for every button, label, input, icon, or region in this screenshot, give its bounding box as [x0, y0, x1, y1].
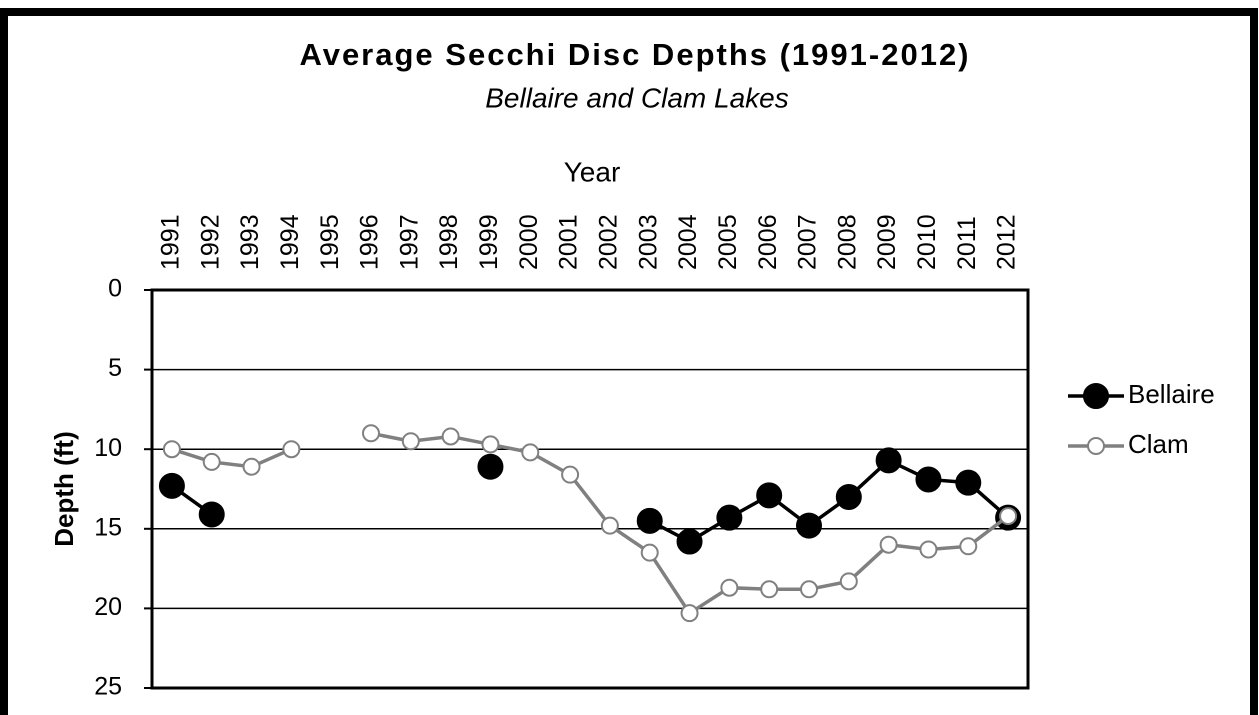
- x-tick-label: 2012: [993, 214, 1021, 270]
- data-point: [481, 435, 500, 454]
- x-tick-label: 2004: [674, 214, 702, 270]
- data-point: [875, 447, 902, 474]
- y-tick-label: 0: [108, 275, 122, 303]
- y-tick-label: 5: [108, 354, 122, 382]
- chart-title: Average Secchi Disc Depths (1991-2012): [299, 37, 970, 72]
- data-point: [561, 465, 580, 484]
- x-tick-label: 2011: [953, 216, 981, 270]
- x-tick-label: 1997: [395, 214, 423, 270]
- data-point: [242, 457, 261, 476]
- x-tick-label: 2002: [595, 214, 623, 270]
- y-tick-label: 15: [94, 513, 122, 541]
- x-tick-label: 2005: [714, 214, 742, 270]
- data-point: [720, 578, 739, 597]
- data-point: [999, 507, 1018, 526]
- data-point: [477, 453, 504, 480]
- x-tick-label: 1995: [316, 214, 344, 270]
- x-tick-label: 2007: [794, 214, 822, 270]
- x-axis-title: Year: [564, 156, 621, 187]
- data-point: [158, 472, 185, 499]
- y-axis-title: Depth (ft): [49, 431, 79, 547]
- frame: [0, 8, 1258, 715]
- legend-label: Bellaire: [1128, 379, 1215, 409]
- x-tick-label: 2000: [515, 214, 543, 270]
- data-point: [716, 504, 743, 531]
- data-point: [835, 483, 862, 510]
- data-point: [640, 543, 659, 562]
- x-tick-label: 1994: [276, 214, 304, 270]
- x-tick-label: 1992: [196, 214, 224, 270]
- data-point: [600, 516, 619, 535]
- data-point: [959, 537, 978, 556]
- data-point: [680, 604, 699, 623]
- data-point: [198, 501, 225, 528]
- x-tick-label: 2001: [555, 214, 583, 270]
- data-point: [202, 452, 221, 471]
- data-point: [760, 580, 779, 599]
- data-point: [282, 440, 301, 459]
- data-point: [955, 469, 982, 496]
- x-tick-label: 1991: [157, 214, 185, 270]
- chart-subtitle: Bellaire and Clam Lakes: [485, 82, 789, 113]
- x-tick-label: 1996: [356, 214, 384, 270]
- data-point: [401, 432, 420, 451]
- data-point: [362, 424, 380, 443]
- y-tick-label: 10: [94, 434, 122, 462]
- x-tick-label: 1998: [435, 214, 463, 270]
- legend-marker: [1087, 437, 1105, 455]
- x-tick-label: 1993: [236, 214, 264, 270]
- x-tick-label: 1999: [475, 214, 503, 270]
- x-tick-label: 2008: [833, 214, 861, 270]
- data-point: [676, 528, 703, 555]
- data-point: [636, 507, 663, 534]
- data-point: [919, 540, 938, 559]
- data-point: [915, 466, 942, 493]
- y-tick-label: 25: [94, 673, 122, 701]
- data-point: [162, 440, 181, 459]
- x-tick-label: 2003: [634, 214, 662, 270]
- data-point: [879, 535, 898, 554]
- legend-label: Clam: [1128, 429, 1189, 459]
- data-point: [521, 443, 540, 462]
- data-point: [441, 427, 460, 446]
- x-tick-label: 2009: [873, 214, 901, 270]
- x-tick-label: 2010: [913, 214, 941, 270]
- legend-marker: [1083, 383, 1109, 409]
- y-tick-label: 20: [94, 593, 122, 621]
- x-tick-label: 2006: [754, 214, 782, 270]
- data-point: [800, 580, 818, 599]
- plot-area: [150, 288, 1030, 690]
- data-point: [839, 572, 858, 591]
- data-point: [756, 482, 783, 509]
- data-point: [796, 512, 822, 539]
